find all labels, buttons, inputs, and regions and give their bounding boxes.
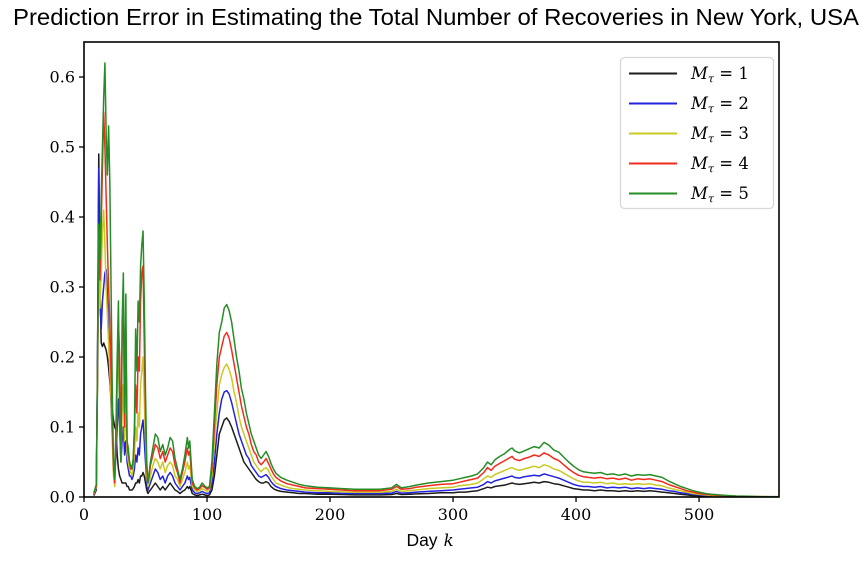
x-tick-label: 400 — [561, 505, 592, 524]
legend-label-m4: Mτ = 4 — [690, 154, 749, 176]
y-tick-label: 0.1 — [50, 418, 75, 437]
y-axis-ticks: 0.0 0.1 0.2 0.3 0.4 0.5 0.6 — [50, 68, 84, 507]
y-tick-label: 0.6 — [50, 68, 75, 87]
series-lines — [93, 62, 778, 497]
legend-label-m2: Mτ = 2 — [690, 94, 749, 116]
x-axis-label: Day k — [406, 530, 453, 550]
y-tick-label: 0.4 — [50, 208, 75, 227]
series-line-m5 — [93, 62, 778, 497]
legend-label-m1: Mτ = 1 — [690, 64, 749, 86]
x-axis-label-text: Day — [406, 530, 437, 550]
legend: Mτ = 1 Mτ = 2 Mτ = 3 Mτ = 4 Mτ = 5 — [619, 56, 775, 210]
x-tick-label: 300 — [438, 505, 469, 524]
legend-label-m3: Mτ = 3 — [690, 124, 749, 146]
series-line-m2 — [93, 167, 778, 497]
plot-frame — [83, 41, 780, 498]
series-line-m3 — [93, 209, 778, 497]
x-tick-label: 0 — [79, 505, 89, 524]
series-line-m1 — [93, 153, 778, 497]
x-tick-label: 500 — [684, 505, 715, 524]
legend-label-m5: Mτ = 5 — [690, 184, 749, 206]
y-tick-label: 0.3 — [50, 278, 75, 297]
y-tick-label: 0.2 — [50, 348, 75, 367]
chart-title: Prediction Error in Estimating the Total… — [13, 4, 860, 30]
x-axis-ticks: 0 100 200 300 400 500 — [79, 497, 714, 524]
x-tick-label: 200 — [315, 505, 346, 524]
x-axis-label-variable: k — [444, 531, 454, 550]
y-tick-label: 0.5 — [50, 138, 75, 157]
x-tick-label: 100 — [192, 505, 223, 524]
y-tick-label: 0.0 — [50, 488, 75, 507]
legend-box — [619, 56, 775, 210]
